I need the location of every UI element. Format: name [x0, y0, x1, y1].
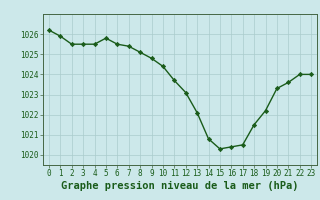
X-axis label: Graphe pression niveau de la mer (hPa): Graphe pression niveau de la mer (hPa) — [61, 181, 299, 191]
